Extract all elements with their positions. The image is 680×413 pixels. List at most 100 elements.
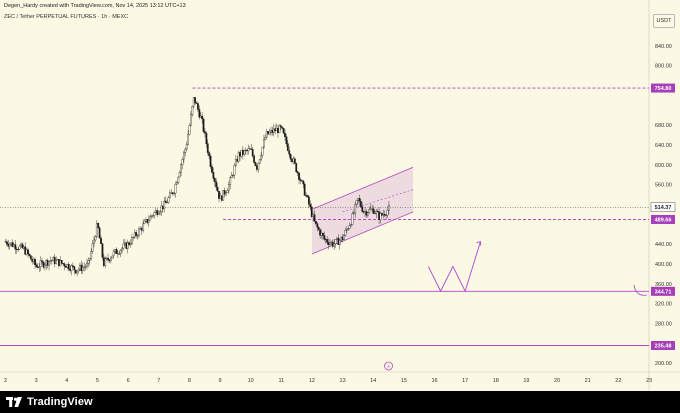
candle-body bbox=[312, 214, 314, 217]
candle-body bbox=[192, 97, 195, 107]
candle-body bbox=[81, 266, 84, 271]
candle-body bbox=[324, 239, 327, 240]
candle-body bbox=[369, 208, 372, 210]
candle-body bbox=[66, 264, 69, 268]
candle-body bbox=[204, 131, 206, 134]
candle-body bbox=[128, 242, 130, 245]
candle-body bbox=[220, 195, 223, 201]
x-tick-label: 23 bbox=[646, 378, 652, 384]
candle-body bbox=[138, 228, 140, 236]
candle-body bbox=[282, 128, 285, 134]
candle-body bbox=[167, 197, 170, 203]
candle-body bbox=[296, 171, 299, 174]
candle-body bbox=[284, 132, 286, 137]
candle-body bbox=[107, 257, 109, 260]
candle-body bbox=[232, 174, 234, 176]
candle-body bbox=[243, 150, 246, 155]
candle-body bbox=[58, 259, 60, 266]
candle-body bbox=[376, 211, 379, 213]
candle-body bbox=[320, 232, 323, 236]
candle-body bbox=[31, 259, 34, 262]
candle-body bbox=[133, 232, 136, 238]
candle-body bbox=[28, 253, 31, 256]
x-tick-label: 9 bbox=[218, 378, 221, 384]
candle-body bbox=[104, 258, 107, 266]
price-chart[interactable]: 2 3 4 5 6 7 8 9 10 11 12 13 14 15 16 17 18 19 20 21 22 23840.… bbox=[0, 0, 680, 391]
candle-body bbox=[261, 146, 264, 156]
candle-body bbox=[36, 266, 39, 268]
x-tick-label: 17 bbox=[462, 378, 468, 384]
candle-body bbox=[6, 241, 8, 245]
candle-body bbox=[341, 236, 344, 241]
candle-body bbox=[122, 243, 125, 249]
candle-body bbox=[385, 214, 387, 216]
candle-body bbox=[274, 128, 277, 132]
chart-area[interactable]: 2 3 4 5 6 7 8 9 10 11 12 13 14 15 16 17 18 19 20 21 22 23 840.… bbox=[0, 0, 680, 391]
candle-body bbox=[313, 214, 316, 222]
candle-body bbox=[55, 260, 57, 264]
x-tick-label: 16 bbox=[431, 378, 437, 384]
candle-body bbox=[218, 190, 220, 199]
candle-body bbox=[330, 241, 333, 244]
candle-body bbox=[352, 212, 355, 214]
candle-body bbox=[149, 216, 152, 221]
candle-body bbox=[119, 249, 122, 254]
candle-body bbox=[197, 103, 199, 110]
candle-body bbox=[327, 242, 330, 245]
candle-body bbox=[350, 224, 352, 226]
candle-body bbox=[322, 232, 324, 236]
candle-body bbox=[22, 246, 25, 249]
candle-body bbox=[52, 257, 55, 261]
x-tick-label: 19 bbox=[523, 378, 529, 384]
candle-body bbox=[56, 259, 59, 261]
candle-body bbox=[109, 257, 112, 262]
candle-body bbox=[305, 195, 307, 197]
candle-body bbox=[76, 270, 79, 274]
candle-body bbox=[145, 219, 147, 222]
candle-body bbox=[181, 159, 184, 165]
candle-body bbox=[343, 235, 345, 241]
candle-body bbox=[291, 158, 293, 162]
candle-body bbox=[118, 253, 121, 255]
x-tick-label: 3 bbox=[35, 378, 38, 384]
candle-body bbox=[281, 126, 284, 129]
watermark-text: Degen_Hardy created with TradingView.com… bbox=[4, 3, 186, 9]
candle-body bbox=[143, 221, 146, 224]
candle-body bbox=[184, 148, 187, 153]
candle-body bbox=[10, 242, 13, 245]
candle-body bbox=[288, 150, 291, 155]
candle-body bbox=[115, 249, 118, 254]
x-tick-label: 15 bbox=[401, 378, 407, 384]
candle-body bbox=[80, 264, 83, 271]
candle-body bbox=[257, 162, 260, 170]
candle-body bbox=[65, 266, 67, 268]
candle-body bbox=[72, 265, 74, 267]
candle-body bbox=[309, 204, 312, 208]
candle-body bbox=[161, 205, 164, 209]
candle-body bbox=[43, 264, 46, 268]
candle-body bbox=[140, 228, 143, 231]
candle-body bbox=[135, 232, 138, 236]
candle-body bbox=[129, 243, 132, 245]
candle-body bbox=[300, 180, 303, 182]
x-tick-label: 7 bbox=[157, 378, 160, 384]
candle-body bbox=[216, 186, 219, 192]
candle-body bbox=[366, 212, 369, 216]
candle-body bbox=[329, 242, 331, 245]
candle-body bbox=[198, 109, 201, 118]
candle-body bbox=[279, 125, 282, 128]
candle-body bbox=[233, 165, 236, 176]
scenario-path bbox=[427, 241, 481, 293]
y-tick-label: 560.00 bbox=[655, 183, 672, 189]
candle-body bbox=[368, 209, 371, 214]
candle-body bbox=[48, 261, 50, 266]
candle-body bbox=[173, 192, 175, 195]
x-tick-label: 21 bbox=[585, 378, 591, 384]
candle-body bbox=[250, 148, 253, 150]
candle-body bbox=[365, 211, 368, 216]
y-tick-label: 400.00 bbox=[655, 262, 672, 268]
currency-button[interactable]: USDT bbox=[653, 14, 675, 28]
candle-body bbox=[292, 158, 295, 162]
candle-body bbox=[70, 265, 73, 271]
candle-body bbox=[146, 219, 149, 223]
